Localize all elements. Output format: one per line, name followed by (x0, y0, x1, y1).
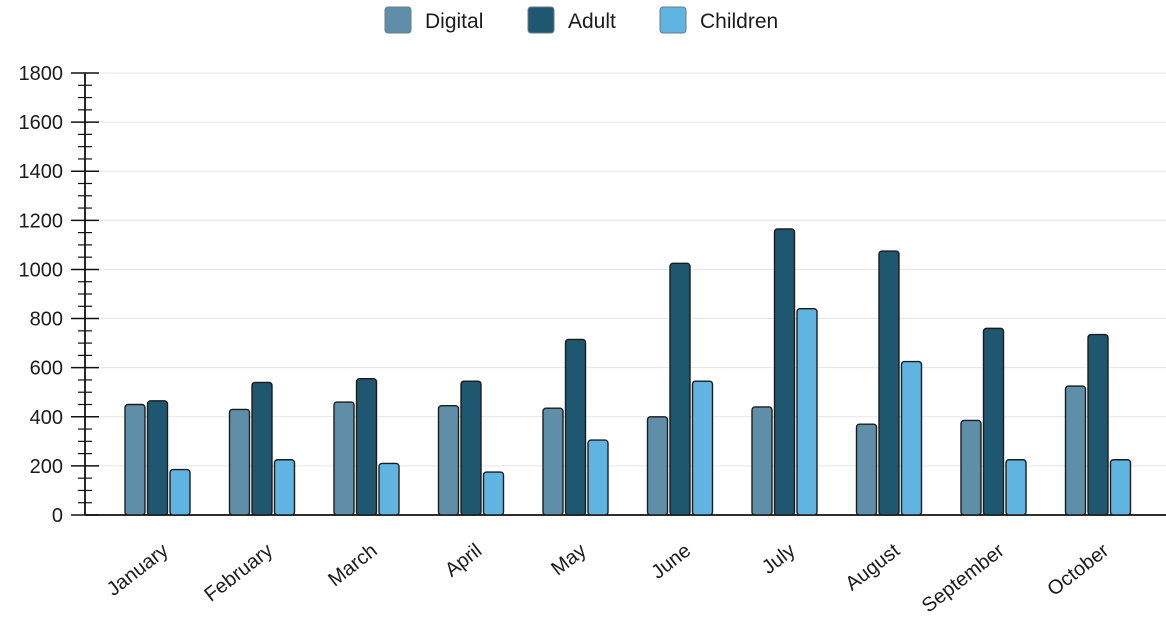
bar-children-january (169, 468, 191, 516)
bar-adult-may (564, 338, 587, 516)
x-tick-label: August (841, 539, 904, 595)
bar-children-october (1109, 459, 1132, 516)
bar-digital-march (333, 401, 355, 516)
y-tick-label: 1200 (19, 210, 64, 232)
y-tick-label: 1600 (19, 112, 64, 134)
legend-swatch-adult (527, 6, 555, 34)
x-tick-label: March (324, 540, 381, 592)
bar-adult-april (460, 380, 482, 516)
legend-swatch-children (659, 6, 687, 34)
y-tick-label: 200 (30, 456, 63, 478)
bar-children-may (587, 439, 609, 516)
bar-digital-october (1064, 385, 1087, 516)
bar-digital-january (124, 403, 146, 516)
bar-children-march (378, 462, 400, 516)
legend-swatch-digital (384, 6, 412, 34)
x-tick-label: February (200, 540, 277, 607)
bar-digital-august (855, 423, 878, 516)
y-tick-label: 1000 (19, 259, 64, 281)
bar-children-august (900, 360, 923, 516)
bar-children-april (482, 471, 505, 516)
bar-digital-april (437, 405, 460, 516)
y-tick-label: 800 (30, 309, 63, 331)
x-tick-label: September (918, 539, 1009, 617)
legend-label-children: Children (700, 10, 778, 33)
bar-children-june (691, 380, 714, 516)
bar-children-july (796, 308, 818, 516)
bar-adult-march (355, 378, 378, 516)
legend-label-digital: Digital (425, 10, 483, 33)
bar-adult-january (146, 400, 169, 516)
bar-children-september (1005, 459, 1027, 516)
bar-digital-february (228, 408, 251, 516)
x-tick-label: January (103, 540, 173, 601)
x-tick-label: June (647, 540, 695, 584)
bar-digital-may (542, 407, 564, 516)
y-tick-label: 0 (52, 505, 63, 527)
x-tick-label: May (547, 540, 590, 581)
bar-children-february (273, 459, 296, 516)
bar-digital-september (960, 419, 982, 516)
y-tick-label: 600 (30, 358, 63, 380)
legend-label-adult: Adult (568, 10, 616, 33)
x-tick-label: April (441, 540, 486, 582)
y-tick-label: 1800 (19, 63, 64, 85)
bar-digital-july (751, 406, 773, 516)
bars (124, 228, 1132, 516)
x-tick-label: July (758, 540, 800, 579)
y-tick-label: 1400 (19, 161, 64, 183)
bar-adult-august (878, 250, 900, 516)
bar-adult-february (251, 381, 273, 516)
bar-adult-june (669, 262, 691, 516)
x-tick-label: October (1043, 539, 1113, 600)
bar-adult-september (982, 327, 1005, 516)
bar-adult-october (1087, 333, 1109, 516)
bar-adult-july (773, 228, 796, 516)
y-tick-label: 400 (30, 407, 63, 429)
bar-digital-june (646, 416, 669, 516)
legend: Digital Adult Children (384, 6, 778, 34)
